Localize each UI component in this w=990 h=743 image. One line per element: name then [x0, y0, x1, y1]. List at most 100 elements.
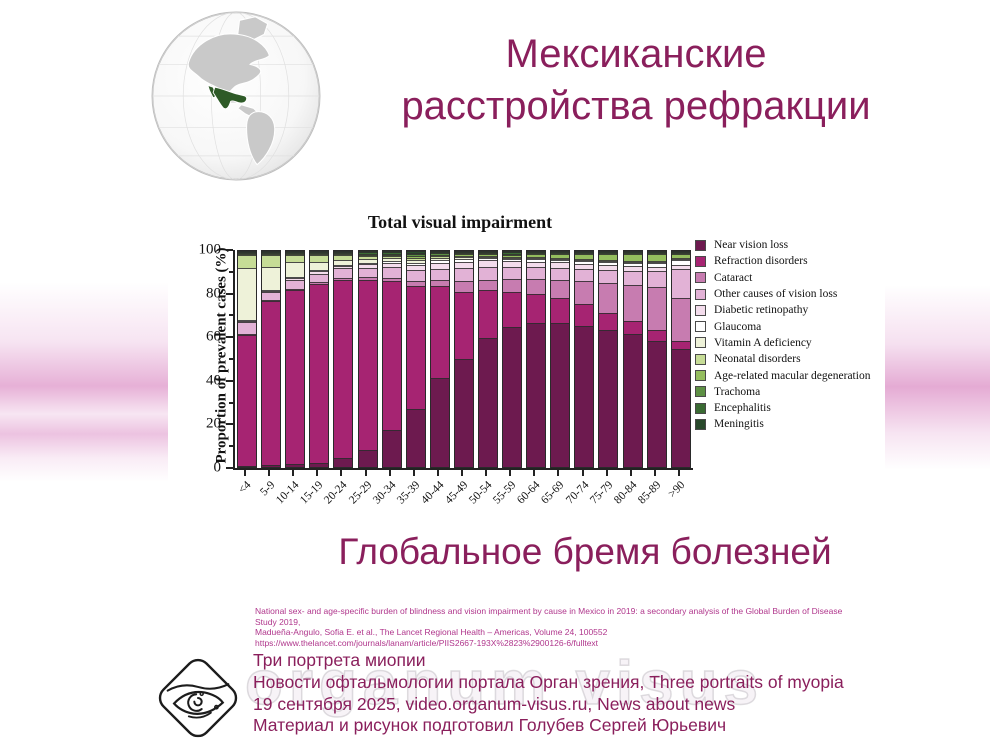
x-tick-65-69	[557, 470, 560, 476]
segment-encephalitis	[454, 252, 473, 254]
segment-refraction-disorders	[358, 279, 377, 450]
segment-neonatal-disorders	[527, 257, 546, 259]
legend-label-encephalitis: Encephalitis	[714, 402, 771, 415]
segment-neonatal-disorders	[238, 255, 257, 269]
segment-diabetic-retinopathy	[286, 278, 305, 280]
chart-legend: Near vision loss Refraction disorders Cata…	[695, 237, 870, 433]
segment-other-causes-of-vision-loss	[478, 266, 497, 280]
x-tick-55-59	[509, 470, 512, 476]
y-tick-label-80: 80	[206, 285, 221, 302]
segment-age-related-macular-degeneration	[671, 253, 690, 259]
segment-vitamin-a-deficiency	[430, 257, 449, 260]
segment-neonatal-disorders	[430, 255, 449, 258]
segment-glaucoma	[286, 277, 305, 279]
segment-trachoma	[238, 253, 257, 254]
segment-age-related-macular-degeneration	[358, 254, 377, 256]
x-tick-label-20-24: 20-24	[322, 479, 350, 507]
segment-cataract	[478, 279, 497, 291]
segment-cataract	[454, 281, 473, 293]
segment-neonatal-disorders	[623, 260, 642, 262]
x-axis: <4 5-9 10-14 15-19 20-24 25-29 30-34 35-39 40-44…	[233, 470, 691, 530]
segment-age-related-macular-degeneration	[527, 254, 546, 258]
x-tick-label-85-89: 85-89	[635, 479, 664, 507]
segment-trachoma	[406, 254, 425, 257]
segment-refraction-disorders	[406, 285, 425, 409]
segment-diabetic-retinopathy	[406, 265, 425, 271]
segment-trachoma	[599, 253, 618, 254]
segment-cataract	[647, 287, 666, 331]
segment-diabetic-retinopathy	[671, 264, 690, 270]
segment-near-vision-loss	[334, 458, 353, 467]
legend-label-cataract: Cataract	[714, 271, 753, 284]
segment-near-vision-loss	[575, 325, 594, 467]
segment-trachoma	[551, 253, 570, 254]
legend-swatch-encephalitis	[695, 402, 706, 414]
decorative-band-left	[0, 282, 168, 482]
segment-trachoma	[671, 252, 690, 254]
bar-25-29	[357, 250, 378, 468]
segment-neonatal-disorders	[286, 255, 305, 263]
legend-item-glaucoma: Glaucoma	[695, 318, 870, 334]
x-tick-50-54	[485, 470, 488, 476]
segment-meningitis	[575, 251, 594, 252]
segment-diabetic-retinopathy	[310, 271, 329, 274]
segment-cataract	[310, 282, 329, 285]
segment-cataract	[406, 281, 425, 286]
segment-other-causes-of-vision-loss	[286, 279, 305, 290]
bar-90	[670, 250, 691, 468]
segment-vitamin-a-deficiency	[527, 258, 546, 260]
y-tick-label-60: 60	[206, 328, 221, 345]
segment-encephalitis	[334, 251, 353, 254]
segment-glaucoma	[503, 259, 522, 262]
bar-85-89	[646, 250, 667, 468]
y-tick-label-100: 100	[198, 241, 222, 258]
segment-age-related-macular-degeneration	[406, 256, 425, 258]
segment-vitamin-a-deficiency	[599, 260, 618, 262]
legend-item-meningitis: Meningitis	[695, 416, 870, 432]
legend-swatch-trachoma	[695, 386, 706, 398]
segment-refraction-disorders	[382, 281, 401, 431]
segment-encephalitis	[262, 252, 281, 253]
segment-encephalitis	[623, 251, 642, 253]
footer-line-4: Материал и рисунок подготовил Голубев Се…	[253, 715, 727, 736]
segment-cataract	[334, 277, 353, 281]
segment-near-vision-loss	[358, 449, 377, 467]
segment-other-causes-of-vision-loss	[454, 268, 473, 282]
segment-encephalitis	[503, 252, 522, 254]
segment-diabetic-retinopathy	[382, 262, 401, 268]
x-tick-label-40-44: 40-44	[418, 479, 447, 507]
segment-trachoma	[358, 253, 377, 255]
segment-meningitis	[503, 251, 522, 253]
x-tick-label-90: >90	[666, 479, 688, 501]
segment-diabetic-retinopathy	[527, 261, 546, 267]
x-tick-45-49	[461, 470, 463, 476]
segment-near-vision-loss	[262, 464, 281, 467]
segment-age-related-macular-degeneration	[310, 254, 329, 256]
segment-glaucoma	[454, 258, 473, 262]
legend-swatch-refraction-disorders	[695, 255, 706, 267]
x-tick-4	[244, 470, 247, 476]
segment-encephalitis	[599, 252, 618, 253]
segment-refraction-disorders	[647, 330, 666, 341]
legend-item-age-related-macular-degeneration: Age-related macular degeneration	[695, 367, 870, 383]
segment-other-causes-of-vision-loss	[527, 266, 546, 279]
segment-diabetic-retinopathy	[575, 263, 594, 269]
segment-refraction-disorders	[310, 284, 329, 463]
x-tick-80-84	[629, 470, 632, 476]
segment-near-vision-loss	[430, 378, 449, 467]
legend-item-neonatal-disorders: Neonatal disorders	[695, 351, 870, 367]
segment-age-related-macular-degeneration	[382, 254, 401, 257]
mexico-globe-icon	[151, 11, 321, 181]
y-axis-label: Proportion of prevalent cases (%)	[213, 247, 230, 464]
segment-other-causes-of-vision-loss	[623, 271, 642, 285]
segment-glaucoma	[238, 320, 257, 322]
segment-encephalitis	[551, 252, 570, 253]
segment-neonatal-disorders	[358, 255, 377, 260]
segment-age-related-macular-degeneration	[623, 253, 642, 261]
segment-refraction-disorders	[334, 280, 353, 459]
legend-swatch-neonatal-disorders	[695, 353, 706, 365]
x-tick-10-14	[292, 470, 295, 476]
citation-block: National sex- and age-specific burden of…	[255, 606, 855, 648]
bar-30-34	[381, 250, 402, 468]
x-tick-label-80-84: 80-84	[611, 479, 640, 507]
